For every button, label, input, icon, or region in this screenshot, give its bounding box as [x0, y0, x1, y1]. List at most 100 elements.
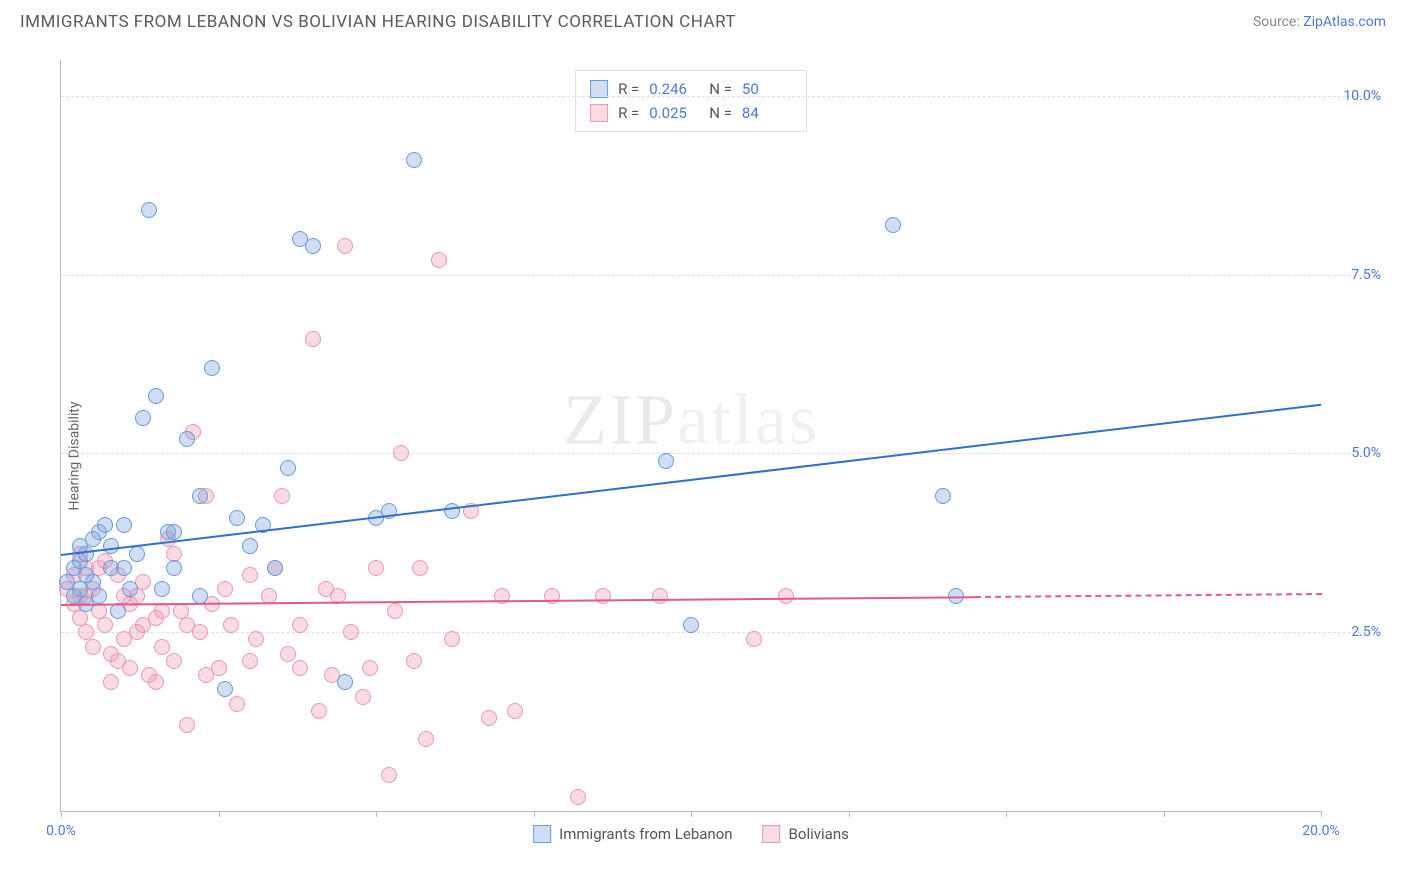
- data-point: [444, 503, 460, 519]
- data-point: [280, 646, 296, 662]
- data-point: [305, 331, 321, 347]
- data-point: [103, 674, 119, 690]
- data-point: [154, 639, 170, 655]
- data-point: [393, 445, 409, 461]
- data-point: [595, 588, 611, 604]
- watermark: ZIPatlas: [563, 379, 819, 462]
- data-point: [217, 581, 233, 597]
- x-tick: [61, 811, 62, 817]
- data-point: [274, 488, 290, 504]
- data-point: [166, 524, 182, 540]
- data-point: [570, 789, 586, 805]
- legend-swatch: [533, 825, 551, 843]
- data-point: [122, 660, 138, 676]
- data-point: [444, 631, 460, 647]
- data-point: [179, 717, 195, 733]
- gridline: [61, 453, 1381, 454]
- x-tick: [849, 811, 850, 817]
- data-point: [148, 388, 164, 404]
- data-point: [292, 617, 308, 633]
- data-point: [652, 588, 668, 604]
- data-point: [242, 653, 258, 669]
- data-point: [198, 667, 214, 683]
- data-point: [135, 617, 151, 633]
- data-point: [431, 252, 447, 268]
- gridline: [61, 96, 1381, 97]
- data-point: [544, 588, 560, 604]
- data-point: [267, 560, 283, 576]
- x-tick-label: 20.0%: [1302, 823, 1340, 839]
- data-point: [248, 631, 264, 647]
- data-point: [368, 560, 384, 576]
- data-point: [658, 453, 674, 469]
- data-point: [122, 581, 138, 597]
- data-point: [85, 639, 101, 655]
- data-point: [292, 660, 308, 676]
- data-point: [116, 560, 132, 576]
- data-point: [362, 660, 378, 676]
- data-point: [85, 531, 101, 547]
- data-point: [387, 603, 403, 619]
- data-point: [305, 238, 321, 254]
- trend-line: [974, 593, 1321, 598]
- data-point: [148, 674, 164, 690]
- data-point: [406, 152, 422, 168]
- legend-swatch: [763, 825, 781, 843]
- data-point: [229, 510, 245, 526]
- gridline: [61, 275, 1381, 276]
- x-tick-label: 0.0%: [46, 823, 76, 839]
- data-point: [337, 238, 353, 254]
- x-tick: [219, 811, 220, 817]
- x-tick: [1006, 811, 1007, 817]
- data-point: [91, 588, 107, 604]
- stats-legend: R =0.246N =50R =0.025N =84: [575, 70, 807, 132]
- data-point: [242, 567, 258, 583]
- stats-row: R =0.025N =84: [590, 101, 792, 125]
- data-point: [179, 431, 195, 447]
- source-attribution: Source: ZipAtlas.com: [1253, 14, 1386, 30]
- stats-row: R =0.246N =50: [590, 77, 792, 101]
- y-tick-label: 7.5%: [1351, 267, 1381, 283]
- data-point: [97, 517, 113, 533]
- data-point: [135, 410, 151, 426]
- data-point: [418, 731, 434, 747]
- data-point: [355, 689, 371, 705]
- data-point: [778, 588, 794, 604]
- data-point: [311, 703, 327, 719]
- data-point: [204, 360, 220, 376]
- data-point: [129, 546, 145, 562]
- data-point: [280, 460, 296, 476]
- x-tick: [376, 811, 377, 817]
- data-point: [507, 703, 523, 719]
- legend-item: Bolivians: [763, 825, 849, 843]
- data-point: [337, 674, 353, 690]
- data-point: [683, 617, 699, 633]
- x-tick: [1164, 811, 1165, 817]
- x-tick: [534, 811, 535, 817]
- y-tick-label: 2.5%: [1351, 624, 1381, 640]
- x-tick: [691, 811, 692, 817]
- plot-area: ZIPatlas R =0.246N =50R =0.025N =84 Immi…: [60, 60, 1321, 812]
- data-point: [223, 617, 239, 633]
- data-point: [381, 767, 397, 783]
- data-point: [154, 581, 170, 597]
- data-point: [116, 517, 132, 533]
- data-point: [97, 617, 113, 633]
- series-legend: Immigrants from LebanonBolivians: [533, 825, 849, 843]
- data-point: [166, 653, 182, 669]
- data-point: [242, 538, 258, 554]
- data-point: [192, 488, 208, 504]
- data-point: [217, 681, 233, 697]
- trend-line: [61, 403, 1321, 555]
- y-tick-label: 5.0%: [1351, 445, 1381, 461]
- source-link[interactable]: ZipAtlas.com: [1303, 14, 1386, 30]
- chart-container: Hearing Disability ZIPatlas R =0.246N =5…: [25, 50, 1386, 862]
- y-tick-label: 10.0%: [1343, 88, 1381, 104]
- data-point: [885, 217, 901, 233]
- data-point: [406, 653, 422, 669]
- data-point: [179, 617, 195, 633]
- legend-swatch: [590, 104, 608, 122]
- data-point: [343, 624, 359, 640]
- data-point: [935, 488, 951, 504]
- data-point: [229, 696, 245, 712]
